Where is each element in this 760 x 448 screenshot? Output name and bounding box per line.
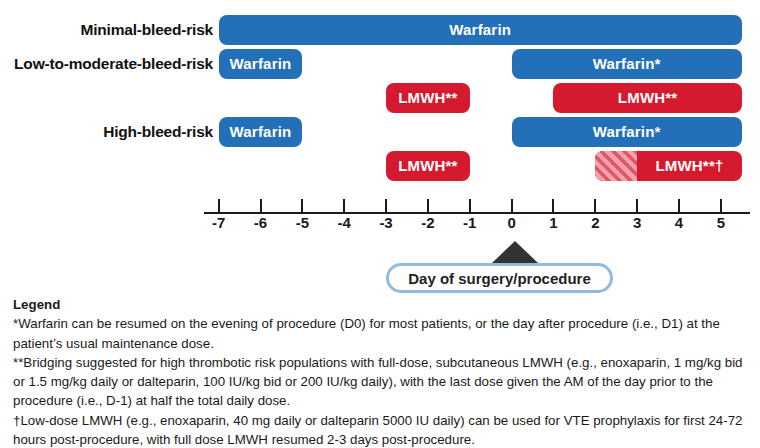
axis-tick-label: -3 <box>366 214 406 231</box>
axis-tick <box>260 199 262 212</box>
timeline-bar-warfarin: Warfarin <box>219 49 303 79</box>
axis-tick-label: 2 <box>575 214 615 231</box>
timeline-bar-label: Warfarin <box>219 15 742 45</box>
footnote-bridging-fulldose: **Bridging suggested for high thrombotic… <box>13 353 758 411</box>
timeline-bar-label: Warfarin <box>219 49 303 79</box>
axis-tick <box>720 199 722 212</box>
row-label-minimal-bleed-risk: Minimal-bleed-risk <box>0 15 213 45</box>
axis-tick <box>218 199 220 212</box>
timeline-bar-label: LMWH** <box>386 83 470 113</box>
axis-tick <box>469 199 471 212</box>
surgery-day-pill-label: Day of surgery/procedure <box>408 270 591 287</box>
timeline-bar-lmwh: LMWH** <box>553 83 741 113</box>
surgery-day-pill: Day of surgery/procedure <box>386 263 613 293</box>
row-label-low-to-moderate-bleed-risk: Low-to-moderate-bleed-risk <box>0 49 213 79</box>
axis-tick <box>511 199 513 212</box>
timeline-bar-lmwh: LMWH**† <box>595 151 741 181</box>
timeline-bar-lmwh: LMWH** <box>386 83 470 113</box>
axis-tick <box>552 199 554 212</box>
axis-tick-label: 0 <box>492 214 532 231</box>
axis-tick-label: -1 <box>450 214 490 231</box>
axis-tick-label: -7 <box>199 214 239 231</box>
timeline-chart: Minimal-bleed-riskWarfarinLow-to-moderat… <box>0 0 760 296</box>
timeline-bar-label: Warfarin* <box>512 117 742 147</box>
legend: Legend *Warfarin can be resumed on the e… <box>13 295 758 448</box>
timeline-bar-warfarin: Warfarin* <box>512 49 742 79</box>
timeline-bar-warfarin: Warfarin <box>219 15 742 45</box>
legend-heading: Legend <box>13 295 758 314</box>
axis-tick-label: 1 <box>533 214 573 231</box>
lowdose-lmwh-hatch <box>595 151 637 181</box>
timeline-bar-label: Warfarin <box>219 117 303 147</box>
axis-tick-label: 5 <box>701 214 741 231</box>
row-label-high-bleed-risk: High-bleed-risk <box>0 117 213 147</box>
axis-tick <box>385 199 387 212</box>
axis-tick-label: 3 <box>617 214 657 231</box>
timeline-bar-label: LMWH** <box>386 151 470 181</box>
timeline-bar-label: Warfarin* <box>512 49 742 79</box>
axis-tick <box>594 199 596 212</box>
axis-tick <box>427 199 429 212</box>
timeline-bar-label: LMWH**† <box>637 151 742 181</box>
axis-tick <box>636 199 638 212</box>
axis-tick <box>301 199 303 212</box>
axis-tick <box>678 199 680 212</box>
timeline-bar-warfarin: Warfarin <box>219 117 303 147</box>
axis-tick-label: 4 <box>659 214 699 231</box>
axis-tick-label: -2 <box>408 214 448 231</box>
axis-tick-label: -6 <box>241 214 281 231</box>
timeline-bar-warfarin: Warfarin* <box>512 117 742 147</box>
timeline-bar-label: LMWH** <box>553 83 741 113</box>
axis-tick-label: -5 <box>282 214 322 231</box>
footnote-warfarin-resume: *Warfarin can be resumed on the evening … <box>13 314 758 353</box>
timeline-bar-lmwh: LMWH** <box>386 151 470 181</box>
axis-tick-label: -4 <box>324 214 364 231</box>
axis-tick <box>343 199 345 212</box>
footnote-lowdose-lmwh: †Low-dose LMWH (e.g., enoxaparin, 40 mg … <box>13 411 758 448</box>
bridging-protocol-figure: Minimal-bleed-riskWarfarinLow-to-moderat… <box>0 0 760 448</box>
surgery-day-pointer-icon <box>492 241 538 263</box>
